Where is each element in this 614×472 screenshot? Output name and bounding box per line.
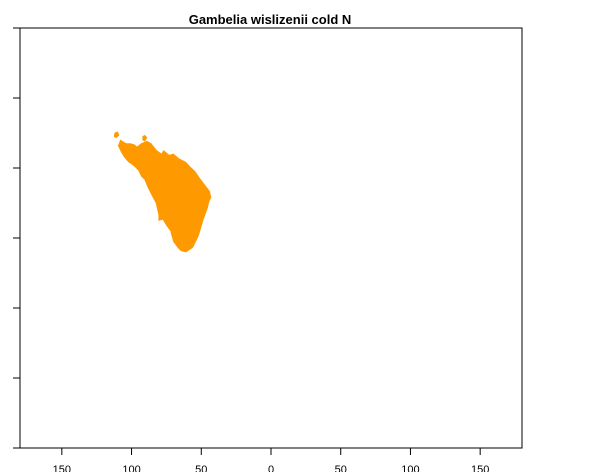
x-tick-label: 150 <box>53 464 71 472</box>
x-tick-label: 150 <box>471 464 489 472</box>
x-axis: 150 100 50 0 50 100 150 <box>53 448 489 472</box>
range-polygon <box>117 139 212 253</box>
x-tick-label: 100 <box>401 464 419 472</box>
range-polygon <box>113 131 120 139</box>
x-tick-label: 0 <box>268 464 274 472</box>
x-tick-label: 100 <box>122 464 140 472</box>
range-polygon <box>142 134 148 142</box>
x-tick-label: 50 <box>335 464 347 472</box>
range-polygon <box>117 143 128 153</box>
y-axis <box>13 27 20 449</box>
range-polygon <box>156 175 160 182</box>
range-polygon <box>136 144 146 153</box>
x-tick-label: 50 <box>195 464 207 472</box>
range-polygon <box>151 159 155 165</box>
species-range-layer <box>113 131 212 253</box>
chart-title: Gambelia wislizenii cold N <box>189 12 352 27</box>
